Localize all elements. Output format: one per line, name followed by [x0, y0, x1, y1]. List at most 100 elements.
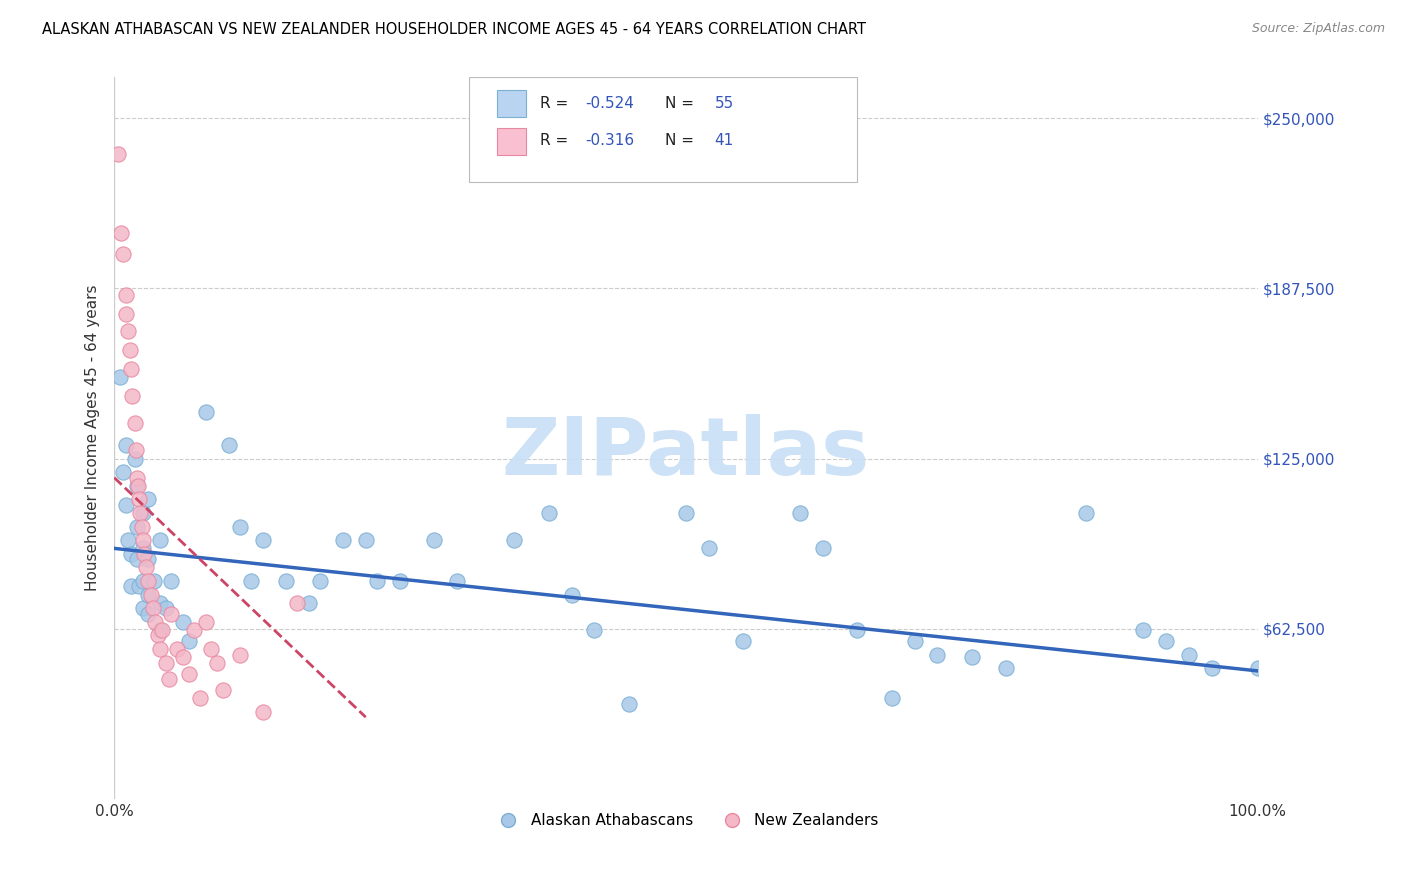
Point: [166, 642, 188, 657]
Bar: [498, 90, 526, 117]
Point: [110, 226, 132, 240]
Point: [114, 498, 136, 512]
Point: [188, 691, 211, 706]
Point: [138, 607, 160, 621]
Point: [155, 601, 177, 615]
Point: [1074, 506, 1097, 520]
Point: [211, 682, 233, 697]
Point: [127, 479, 149, 493]
Text: ZIPatlas: ZIPatlas: [502, 414, 870, 491]
Point: [183, 623, 205, 637]
Point: [129, 506, 152, 520]
Legend: Alaskan Athabascans, New Zealanders: Alaskan Athabascans, New Zealanders: [486, 807, 884, 835]
Point: [149, 596, 172, 610]
Text: N =: N =: [665, 96, 699, 111]
Point: [138, 574, 160, 588]
Point: [927, 648, 949, 662]
Point: [125, 479, 148, 493]
Point: [131, 519, 153, 533]
Point: [560, 588, 582, 602]
Point: [297, 596, 319, 610]
Point: [205, 656, 228, 670]
Point: [124, 416, 146, 430]
Point: [160, 574, 183, 588]
Point: [121, 389, 143, 403]
Point: [138, 552, 160, 566]
Point: [125, 443, 148, 458]
Point: [172, 650, 194, 665]
Text: -0.524: -0.524: [585, 96, 634, 111]
Point: [503, 533, 526, 548]
Point: [143, 615, 166, 629]
Point: [132, 574, 155, 588]
Point: [177, 666, 200, 681]
Text: R =: R =: [540, 96, 572, 111]
Point: [112, 465, 135, 479]
Text: ALASKAN ATHABASCAN VS NEW ZEALANDER HOUSEHOLDER INCOME AGES 45 - 64 YEARS CORREL: ALASKAN ATHABASCAN VS NEW ZEALANDER HOUS…: [42, 22, 866, 37]
Point: [177, 634, 200, 648]
Point: [389, 574, 412, 588]
Point: [172, 615, 194, 629]
Point: [366, 574, 388, 588]
Point: [125, 552, 148, 566]
Point: [135, 560, 157, 574]
Point: [1246, 661, 1268, 675]
Point: [811, 541, 834, 556]
Text: R =: R =: [540, 134, 572, 148]
Point: [114, 438, 136, 452]
Point: [149, 533, 172, 548]
Point: [132, 547, 155, 561]
Point: [994, 661, 1017, 675]
Text: Source: ZipAtlas.com: Source: ZipAtlas.com: [1251, 22, 1385, 36]
Point: [1132, 623, 1154, 637]
Point: [124, 451, 146, 466]
Point: [155, 656, 177, 670]
Point: [142, 601, 165, 615]
Point: [150, 623, 173, 637]
Point: [120, 361, 142, 376]
Point: [789, 506, 811, 520]
Point: [200, 642, 222, 657]
Point: [143, 574, 166, 588]
Point: [846, 623, 869, 637]
Point: [309, 574, 332, 588]
Point: [120, 580, 142, 594]
Point: [138, 492, 160, 507]
Point: [218, 438, 240, 452]
Point: [675, 506, 697, 520]
Point: [354, 533, 377, 548]
Point: [112, 247, 135, 261]
Point: [149, 623, 172, 637]
Point: [139, 588, 162, 602]
Point: [1154, 634, 1177, 648]
Text: N =: N =: [665, 134, 699, 148]
Text: -0.316: -0.316: [585, 134, 634, 148]
Point: [583, 623, 606, 637]
Point: [240, 574, 263, 588]
Bar: [498, 128, 526, 155]
Point: [138, 588, 160, 602]
Text: 41: 41: [714, 134, 734, 148]
Point: [117, 324, 139, 338]
Point: [132, 601, 155, 615]
Point: [880, 691, 903, 706]
Text: 55: 55: [714, 96, 734, 111]
Point: [617, 697, 640, 711]
Point: [332, 533, 354, 548]
Point: [120, 547, 142, 561]
Point: [537, 506, 560, 520]
Point: [1201, 661, 1223, 675]
Point: [114, 307, 136, 321]
Point: [132, 541, 155, 556]
Point: [128, 580, 150, 594]
Point: [132, 533, 155, 548]
Point: [114, 288, 136, 302]
Point: [160, 607, 183, 621]
Point: [903, 634, 925, 648]
Point: [117, 533, 139, 548]
Point: [423, 533, 446, 548]
Point: [146, 628, 169, 642]
Point: [120, 343, 142, 357]
Point: [128, 492, 150, 507]
Point: [194, 405, 217, 419]
